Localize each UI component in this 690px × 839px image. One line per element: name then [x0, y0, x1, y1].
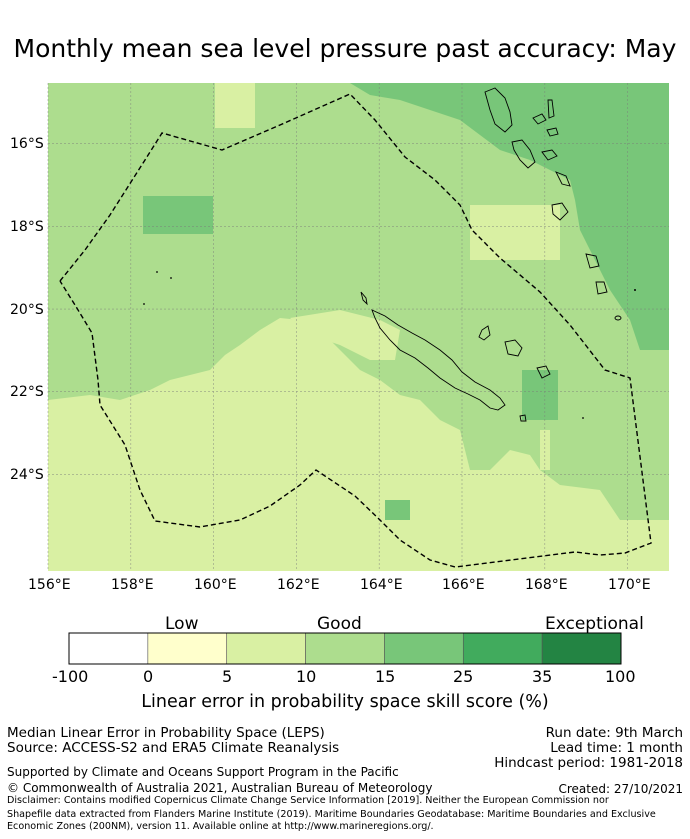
colorbar-segment: [305, 632, 385, 665]
islet-west-2: [170, 277, 172, 279]
footer-copyright: © Commonwealth of Australia 2021, Austra…: [7, 781, 433, 795]
lat-label-16s: 16°S: [10, 136, 44, 152]
skill-region-low-good-2: [290, 310, 400, 360]
lat-label-20s: 20°S: [10, 302, 44, 318]
colorbar-title: Linear error in probability space skill …: [141, 692, 549, 712]
colorbar-segment: [68, 632, 149, 665]
colorbar-segment: [147, 632, 228, 665]
page-title: Monthly mean sea level pressure past acc…: [13, 34, 677, 63]
loyalty-island-mare: [536, 365, 551, 379]
vanuatu-epi: [541, 149, 558, 161]
skill-patch-n-light: [215, 83, 255, 128]
lon-label-162e: 162°E: [277, 577, 320, 593]
islet-west-3: [143, 303, 145, 305]
category-low: Low: [165, 614, 199, 634]
colorbar-segment: [384, 632, 464, 665]
islet-west-1: [156, 271, 158, 273]
vanuatu-malakula: [511, 139, 536, 169]
footer-disclaimer: Disclaimer: Contains modified Copernicus…: [7, 795, 609, 806]
lon-label-156e: 156°E: [28, 577, 71, 593]
skill-patch-south: [385, 500, 410, 520]
vanuatu-erromango: [585, 253, 600, 269]
islet-east: [582, 417, 584, 419]
vanuatu-espiritu-santo: [484, 87, 513, 133]
colorbar-tick: 10: [296, 667, 317, 686]
colorbar-tick: 0: [143, 667, 154, 686]
category-good: Good: [317, 614, 362, 634]
loyalty-island-lifou: [504, 339, 523, 357]
loyalty-island-ouvea: [478, 325, 491, 341]
colorbar-segment: [462, 632, 543, 665]
lon-label-166e: 166°E: [442, 577, 485, 593]
colorbar-tick: -100: [52, 667, 89, 686]
vanuatu-efate: [551, 202, 569, 221]
lon-label-158e: 158°E: [111, 577, 154, 593]
footer-created: Created: 27/10/2021: [558, 782, 683, 796]
skill-region-good-plus-ne: [350, 83, 669, 350]
vanuatu-pentecost: [547, 99, 555, 119]
colorbar-tick: 35: [532, 667, 553, 686]
new-caledonia-island: [371, 309, 506, 411]
lon-label-170e: 170°E: [608, 577, 651, 593]
vanuatu-shepherds: [555, 171, 571, 187]
footer-lead-time: Lead time: 1 month: [550, 740, 683, 756]
lon-label-160e: 160°E: [194, 577, 237, 593]
colorbar-frame: [68, 632, 622, 665]
footer-support: Supported by Climate and Oceans Support …: [7, 765, 399, 779]
colorbar-tick: 5: [222, 667, 233, 686]
skill-patch-east: [522, 370, 558, 420]
colorbar-segment: [226, 632, 306, 665]
skill-patch-west: [143, 196, 213, 234]
vanuatu-ambae: [532, 113, 547, 125]
lon-label-168e: 168°E: [525, 577, 568, 593]
isle-of-pines: [519, 414, 527, 422]
skill-patch-ne-light: [470, 205, 560, 260]
colorbar-tick: 25: [453, 667, 474, 686]
footer-method: Median Linear Error in Probability Space…: [7, 725, 325, 741]
colorbar-tick: 15: [375, 667, 396, 686]
colorbar-segment: [541, 632, 622, 665]
vanuatu-tanna: [595, 281, 608, 295]
belep-islands: [360, 291, 368, 306]
skill-patch-e-light: [540, 430, 550, 470]
lon-label-164e: 164°E: [360, 577, 403, 593]
vanuatu-aneityum: [614, 315, 622, 321]
eez-boundary: [59, 93, 652, 568]
map-gridlines: [47, 83, 669, 571]
vanuatu-ambrym: [546, 127, 559, 137]
footer-run-date: Run date: 9th March: [545, 725, 683, 741]
lat-label-24s: 24°S: [10, 467, 44, 483]
colorbar-tick: 100: [605, 667, 636, 686]
colorbar: [68, 632, 622, 665]
skill-region-low-good: [48, 318, 669, 571]
category-exceptional: Exceptional: [545, 614, 644, 634]
footer-shapefile-credit: Shapefile data extracted from Flanders M…: [7, 809, 656, 832]
lat-label-22s: 22°S: [10, 384, 44, 400]
islet-far-east: [634, 289, 636, 291]
footer-source: Source: ACCESS-S2 and ERA5 Climate Reana…: [7, 740, 340, 756]
footer-hindcast: Hindcast period: 1981-2018: [494, 755, 683, 771]
lat-label-18s: 18°S: [10, 219, 44, 235]
